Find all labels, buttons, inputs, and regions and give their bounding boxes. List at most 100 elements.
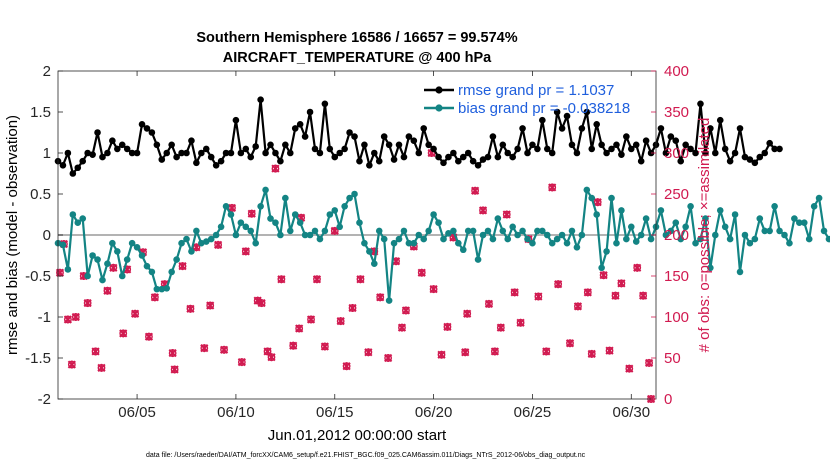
- y-left-tick-label: -0.5: [25, 268, 51, 285]
- bias-point-149: [791, 215, 798, 222]
- rmse-point-35: [227, 149, 235, 157]
- bias-point-3: [69, 211, 77, 218]
- rmse-point-60: [351, 133, 358, 140]
- obs-assimilated-point-38: [295, 324, 304, 333]
- rmse-point-67: [385, 141, 393, 149]
- obs-assimilated-point-65: [478, 206, 488, 215]
- bias-point-129: [692, 239, 699, 247]
- bias-point-141: [751, 235, 759, 243]
- rmse-point-33: [217, 157, 225, 165]
- bias-point-101: [553, 235, 561, 243]
- rmse-point-5: [79, 157, 87, 165]
- rmse-point-144: [766, 139, 773, 147]
- bias-point-62: [361, 239, 368, 247]
- bias-point-59: [346, 194, 353, 202]
- bias-point-22: [163, 285, 171, 292]
- bias-point-6: [84, 272, 91, 280]
- x-tick-label: 06/25: [514, 404, 552, 421]
- x-tick-label: 06/20: [415, 404, 453, 421]
- rmse-point-96: [529, 141, 536, 149]
- rmse-point-145: [771, 145, 778, 153]
- bias-point-80: [450, 227, 457, 235]
- bias-point-53: [316, 235, 324, 243]
- y-left-tick-label: -2: [38, 391, 51, 408]
- bias-point-156: [825, 235, 830, 243]
- rmse-point-18: [143, 125, 151, 132]
- obs-assimilated-point-70: [510, 288, 519, 297]
- y-right-tick-label: 200: [664, 227, 689, 244]
- rmse-point-8: [94, 129, 101, 136]
- bias-point-15: [128, 239, 136, 247]
- obs-assimilated-point-26: [219, 345, 229, 354]
- obs-assimilated-point-87: [633, 263, 642, 272]
- bias-point-21: [158, 285, 166, 293]
- y-left-tick-label: 0.5: [30, 186, 51, 203]
- rmse-point-98: [539, 116, 546, 124]
- bias-point-96: [529, 239, 536, 247]
- y-axis-right-label: # of obs: o=possible; ×=assimilated: [696, 118, 713, 353]
- series-layer: [54, 96, 830, 304]
- bias-point-45: [277, 231, 284, 239]
- rmse-point-17: [138, 121, 146, 128]
- bias-point-68: [390, 239, 398, 247]
- rmse-point-54: [321, 100, 329, 108]
- obs-assimilated-point-10: [109, 263, 118, 272]
- bias-point-16: [133, 244, 141, 251]
- rmse-point-68: [390, 156, 398, 163]
- rmse-point-104: [568, 141, 576, 149]
- rmse-point-83: [464, 149, 472, 157]
- rmse-point-15: [128, 149, 136, 157]
- rmse-point-107: [583, 108, 591, 116]
- obs-assimilated-point-27: [227, 203, 237, 213]
- rmse-point-23: [168, 141, 175, 149]
- bias-point-41: [257, 203, 264, 210]
- bias-point-70: [400, 227, 408, 235]
- obs-assimilated-point-89: [644, 358, 654, 368]
- obs-assimilated-point-59: [437, 350, 446, 359]
- rmse-point-111: [603, 149, 610, 157]
- rmse-point-90: [499, 141, 507, 149]
- y-left-tick-label: 1.5: [30, 104, 51, 121]
- rmse-point-14: [123, 145, 131, 153]
- rmse-point-41: [257, 96, 264, 103]
- obs-assimilated-point-58: [429, 285, 438, 294]
- rmse-point-32: [212, 162, 220, 169]
- bias-point-97: [534, 227, 541, 235]
- obs-assimilated-point-11: [119, 329, 128, 338]
- rmse-point-97: [534, 145, 541, 153]
- obs-assimilated-point-18: [168, 348, 177, 358]
- rmse-point-36: [232, 116, 240, 124]
- rmse-point-52: [311, 145, 319, 153]
- legend-bias-label: bias grand pr = -0.038218: [458, 100, 630, 117]
- obs-assimilated-point-36: [277, 275, 286, 284]
- bias-point-30: [202, 238, 210, 245]
- rmse-point-57: [336, 149, 344, 157]
- obs-assimilated-point-64: [471, 186, 480, 195]
- obs-assimilated-point-31: [253, 296, 262, 305]
- bias-point-85: [474, 256, 482, 263]
- y-right-tick-label: 250: [664, 186, 689, 203]
- bias-point-82: [459, 246, 467, 254]
- obs-assimilated-point-41: [312, 275, 322, 284]
- obs-assimilated-point-60: [443, 322, 452, 331]
- rmse-point-56: [331, 153, 339, 161]
- bias-point-140: [746, 239, 754, 247]
- rmse-point-141: [751, 159, 759, 167]
- bias-point-145: [771, 203, 778, 210]
- obs-assimilated-point-3: [67, 360, 76, 369]
- obs-assimilated-point-76: [554, 280, 563, 289]
- rmse-point-20: [153, 141, 161, 149]
- bias-point-126: [677, 235, 685, 243]
- obs-assimilated-point-15: [144, 332, 154, 341]
- bias-point-93: [514, 231, 521, 239]
- rmse-point-132: [707, 125, 714, 132]
- bias-point-48: [291, 211, 299, 218]
- bias-point-26: [183, 235, 190, 243]
- bias-point-90: [499, 227, 507, 235]
- bias-point-91: [504, 235, 512, 243]
- rmse-point-7: [89, 151, 96, 158]
- obs-assimilated-point-66: [484, 299, 494, 308]
- obs-assimilated-point-54: [401, 306, 411, 315]
- bias-point-36: [232, 231, 240, 239]
